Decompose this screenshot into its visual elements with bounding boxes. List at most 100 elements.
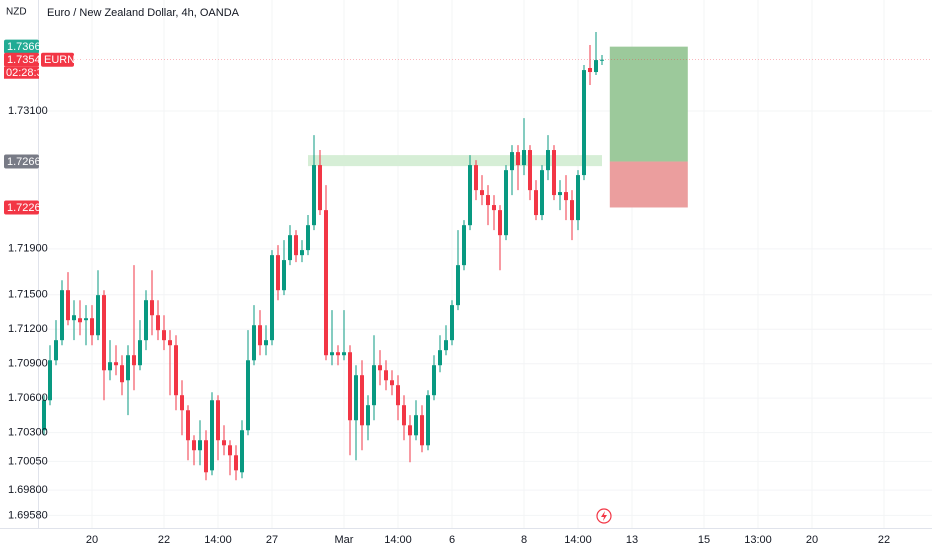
candle-body xyxy=(534,190,538,216)
candle-body xyxy=(468,165,472,226)
candle-body xyxy=(168,340,172,346)
currency: NZD xyxy=(6,7,27,18)
candle-body xyxy=(588,68,592,73)
candle-body xyxy=(216,400,220,441)
candle-body xyxy=(522,150,526,166)
candle-body xyxy=(120,365,124,383)
candle-body xyxy=(342,352,346,356)
y-tick-label: 1.70050 xyxy=(8,455,48,467)
labels: NZD Euro / New Zealand Dollar, 4h, OANDA… xyxy=(4,7,890,546)
candle-body xyxy=(126,355,130,381)
resistance-zone xyxy=(308,155,602,167)
candle-body xyxy=(438,350,442,366)
candle-body xyxy=(132,355,136,366)
candle-body xyxy=(456,265,460,306)
candle-body xyxy=(246,360,250,431)
candle-body xyxy=(408,425,412,436)
candle-body xyxy=(318,165,322,211)
candle-body xyxy=(444,340,448,351)
price-label-bg xyxy=(4,52,39,67)
x-tick-label: 13 xyxy=(626,534,638,546)
candle-body xyxy=(510,152,514,171)
candle-body xyxy=(426,395,430,446)
x-tick-label: Mar xyxy=(335,534,354,546)
y-tick-label: 1.71500 xyxy=(8,289,48,301)
alert-icon[interactable] xyxy=(596,508,612,524)
candle-body xyxy=(240,430,244,473)
candle-body xyxy=(288,235,292,261)
candle-body xyxy=(78,318,82,323)
price-label: 1.73546 xyxy=(7,54,47,66)
candle-body xyxy=(564,192,568,201)
candle-body xyxy=(540,170,544,216)
candle-body xyxy=(144,300,148,341)
candle-body xyxy=(420,415,424,446)
candle-body xyxy=(360,375,364,426)
y-tick-label: 1.71200 xyxy=(8,323,48,335)
x-tick-label: 20 xyxy=(806,534,818,546)
y-tick-label: 1.69580 xyxy=(8,509,48,521)
candle-body xyxy=(198,440,202,451)
candle-body xyxy=(54,340,58,361)
price-label-bg xyxy=(4,154,39,169)
candle-body xyxy=(270,255,274,341)
candle-body xyxy=(576,175,580,221)
x-tick-label: 15 xyxy=(698,534,710,546)
candle-body xyxy=(480,190,484,196)
candle-body xyxy=(90,318,94,336)
candle-body xyxy=(96,295,100,336)
candle-body xyxy=(492,205,496,211)
candle-body xyxy=(228,445,232,456)
candle-body xyxy=(330,352,334,356)
countdown-bg xyxy=(4,66,39,79)
candle-body xyxy=(282,260,286,291)
candle-body xyxy=(402,405,406,426)
candle-body xyxy=(60,290,64,341)
candle-body xyxy=(138,340,142,366)
candle-body xyxy=(384,370,388,381)
candle-body xyxy=(498,210,502,236)
candle-body xyxy=(516,152,520,166)
candle-body xyxy=(474,165,478,191)
y-tick-label: 1.73100 xyxy=(8,105,48,117)
y-tick-label: 1.70300 xyxy=(8,427,48,439)
axes xyxy=(0,0,932,529)
x-tick-label: 13:00 xyxy=(744,534,772,546)
candle-body xyxy=(114,362,118,366)
x-tick-label: 14:00 xyxy=(204,534,232,546)
x-tick-label: 14:00 xyxy=(384,534,412,546)
x-tick-label: 22 xyxy=(158,534,170,546)
candle-body xyxy=(108,362,112,371)
candle-body xyxy=(570,200,574,221)
symbol-tag: EURNZD xyxy=(44,54,90,66)
candle-body xyxy=(546,150,550,171)
y-tick-label: 1.70600 xyxy=(8,392,48,404)
candle-body xyxy=(180,395,184,411)
candle-body xyxy=(414,415,418,436)
candle-body xyxy=(366,405,370,426)
profit-zone xyxy=(609,46,688,162)
x-tick-label: 20 xyxy=(86,534,98,546)
price-label: 1.72260 xyxy=(7,202,47,214)
x-tick-label: 6 xyxy=(449,534,455,546)
candle-body xyxy=(348,352,352,421)
candle-body xyxy=(162,330,166,341)
candle-body xyxy=(294,235,298,256)
candle-body xyxy=(600,59,604,61)
symbol-tag-bg xyxy=(41,52,74,67)
candle-body xyxy=(486,195,490,206)
candle-body xyxy=(156,315,160,331)
y-tick-label: 1.69800 xyxy=(8,484,48,496)
candle-body xyxy=(150,300,154,316)
candle-body xyxy=(306,225,310,251)
candle-body xyxy=(222,440,226,446)
candle-body xyxy=(258,325,262,346)
candle-body xyxy=(390,380,394,386)
candle-body xyxy=(234,455,238,471)
candle-body xyxy=(102,295,106,371)
candle-body xyxy=(396,385,400,406)
candle-body xyxy=(336,352,340,356)
candle-body xyxy=(72,315,76,321)
